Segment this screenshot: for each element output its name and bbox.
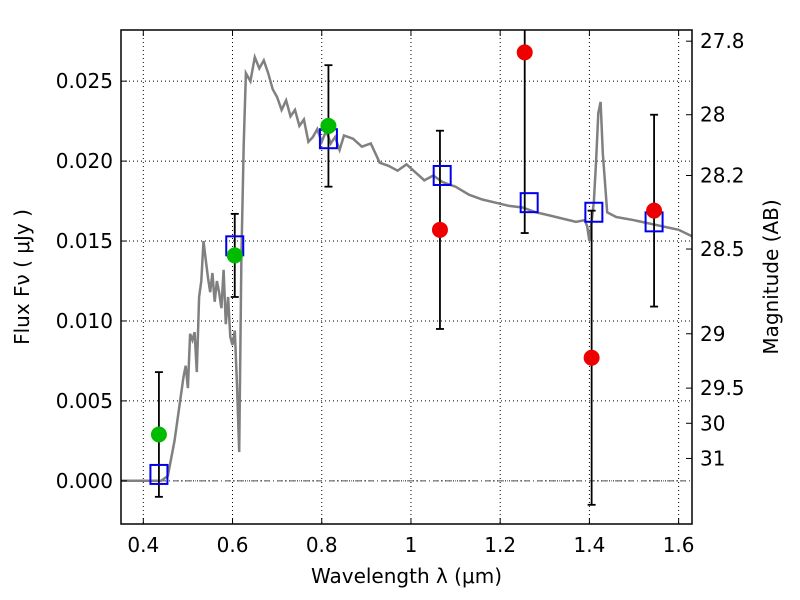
low-significance-point [431, 221, 448, 238]
right-y-axis-label: Magnitude (AB) [759, 199, 783, 354]
model-flux-box [432, 164, 452, 186]
y-tick-label: 0.020 [56, 149, 113, 173]
model-flux-box [149, 463, 169, 485]
x-tick-label: 1.4 [573, 533, 605, 557]
right-y-tick-label: 31 [700, 446, 725, 470]
model-flux-box [584, 201, 604, 223]
x-axis-label: Wavelength λ (μm) [311, 564, 502, 588]
right-y-tick-label: 30 [700, 411, 725, 435]
low-significance-point [516, 44, 533, 61]
low-significance-point [583, 349, 600, 366]
right-y-tick-label: 29 [700, 322, 725, 346]
model-sed-line [121, 52, 692, 483]
right-y-tick-label: 28 [700, 103, 725, 127]
grid-layer [121, 30, 692, 524]
x-tick-label: 1.6 [663, 533, 695, 557]
detection-point [320, 117, 337, 134]
right-y-tick-label: 27.8 [700, 29, 745, 53]
plot-frame [120, 29, 693, 525]
x-tick-label: 0.8 [306, 533, 338, 557]
x-tick-label: 1 [405, 533, 418, 557]
right-y-tick-label: 29.5 [700, 376, 745, 400]
y-tick-label: 0.010 [56, 309, 113, 333]
detection-point [226, 247, 243, 264]
low-significance-point [646, 202, 663, 219]
right-y-tick-label: 28.2 [700, 163, 745, 187]
detection-point [150, 426, 167, 443]
y-axis-label: Flux Fν ( μJy ) [10, 209, 34, 345]
right-y-tick-label: 28.5 [700, 237, 745, 261]
y-tick-label: 0.015 [56, 229, 113, 253]
x-tick-label: 0.4 [127, 533, 159, 557]
y-tick-label: 0.005 [56, 389, 113, 413]
plot-layer [121, 30, 692, 506]
y-tick-label: 0.025 [56, 69, 113, 93]
model-flux-box [519, 192, 539, 214]
y-tick-label: 0.000 [56, 469, 113, 493]
x-tick-label: 1.2 [484, 533, 516, 557]
x-tick-label: 0.6 [217, 533, 249, 557]
tick-layer: 0.4 0.6 0.8 1 1.2 1.4 1.6 0.000 0.005 0.010 0.015 0… [56, 29, 745, 557]
